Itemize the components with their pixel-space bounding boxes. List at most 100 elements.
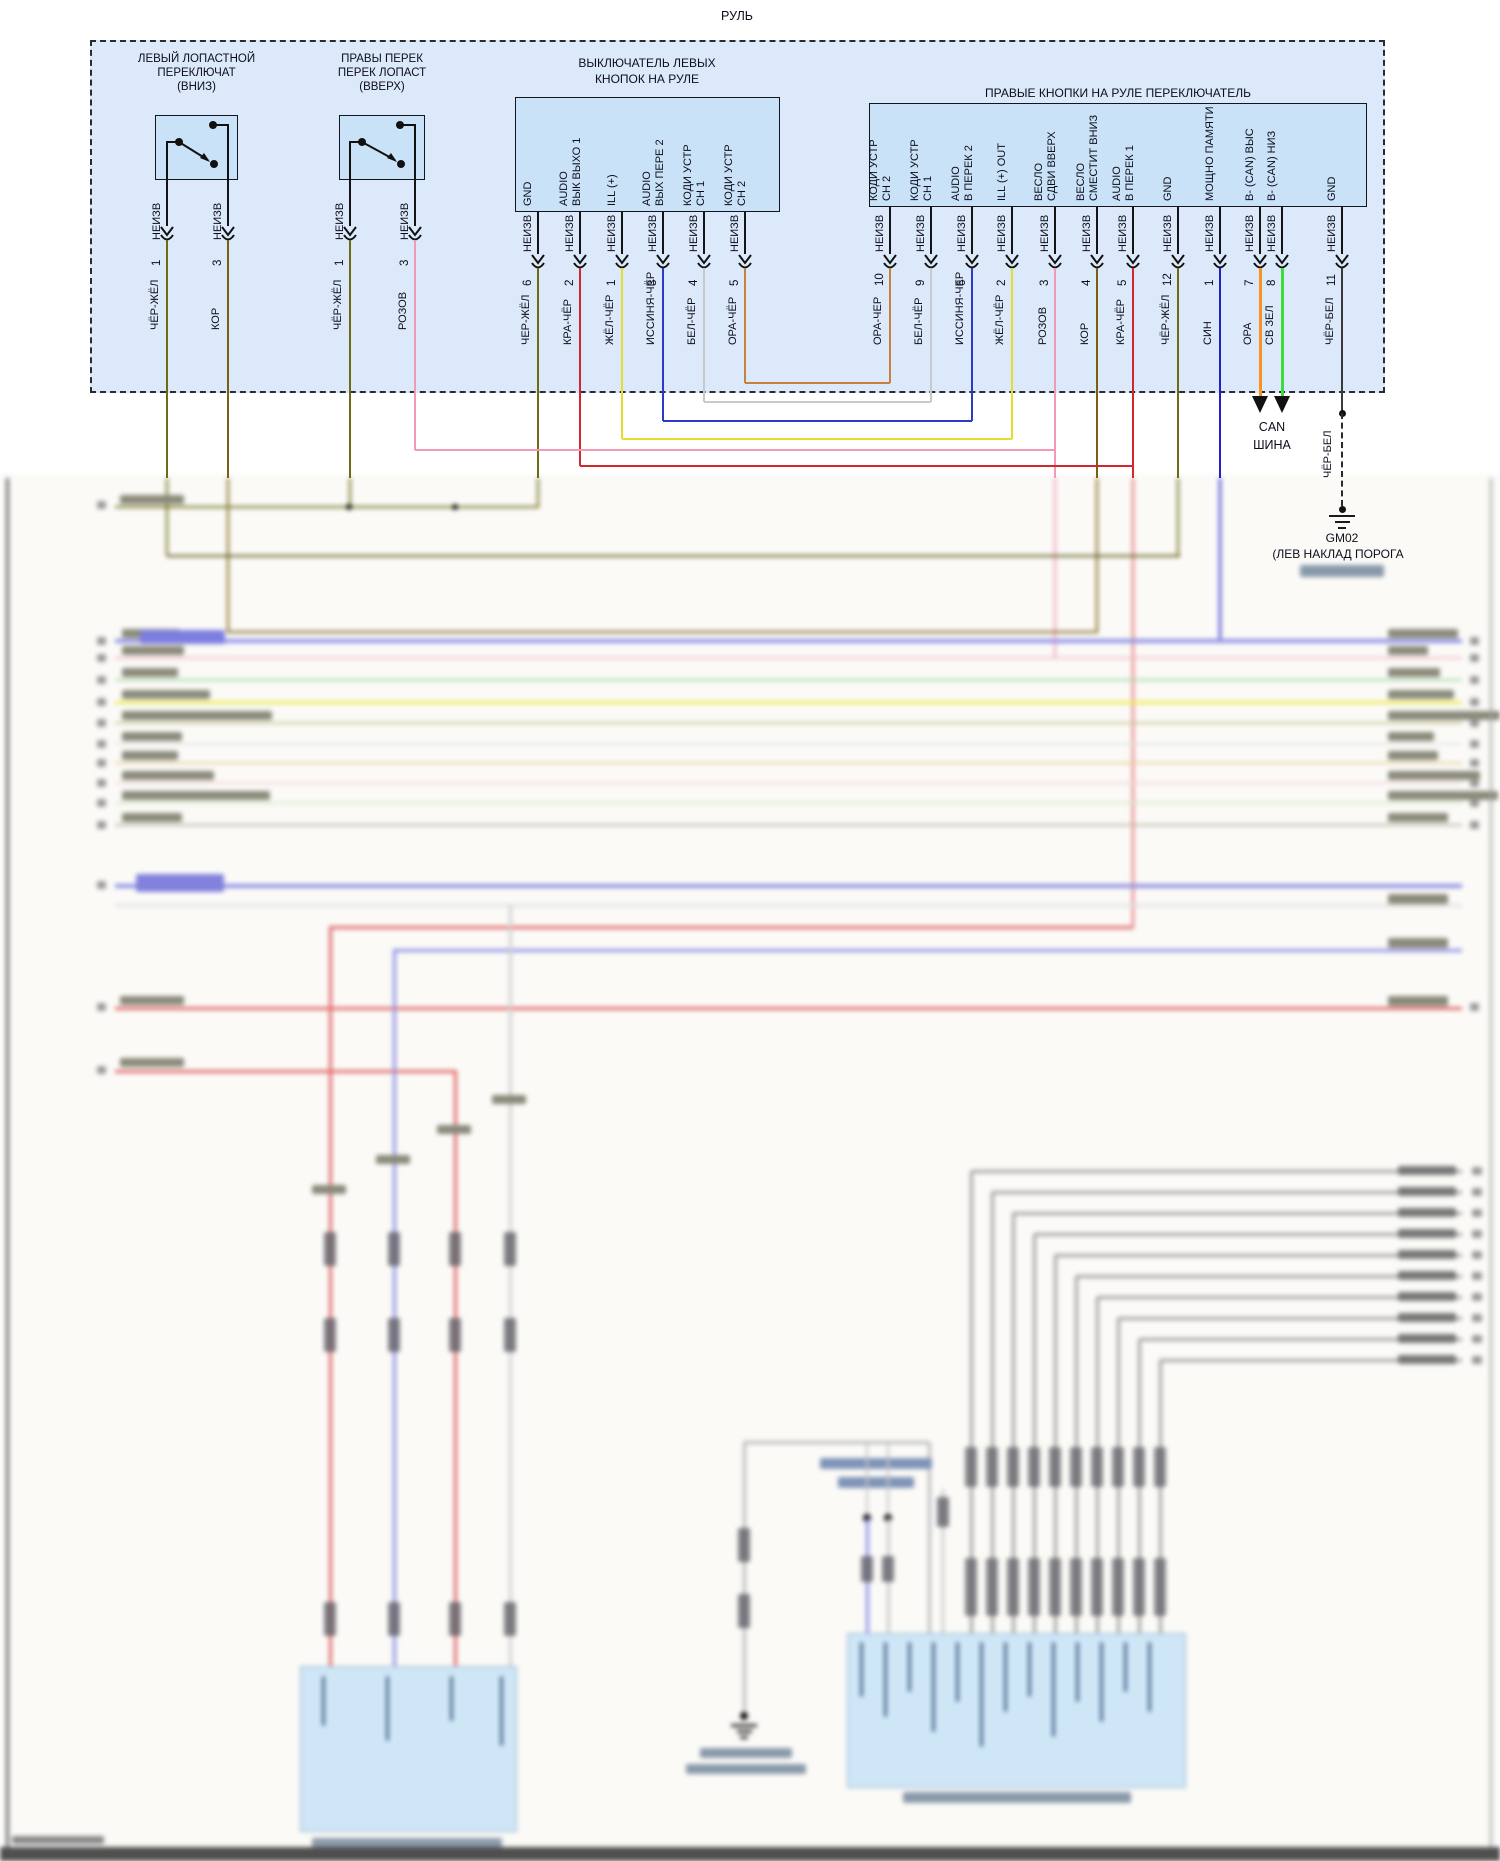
pin-function-label: ILL (+) OUT	[996, 143, 1008, 201]
wire-segment	[348, 478, 352, 508]
pin-wire-colored	[165, 240, 169, 478]
pin-status-label: НЕИЗВ	[915, 214, 927, 252]
harness-bundle-wire	[990, 1192, 994, 1633]
ground-symbol-bar	[736, 1730, 752, 1733]
pin-wire-colored	[413, 240, 417, 450]
harness-bundle-wire	[1055, 1253, 1462, 1257]
pin-function-label: В- (CAN) НИЗ	[1266, 130, 1278, 201]
wire-color-label: РОЗОВ	[397, 291, 409, 330]
blurred-label	[97, 676, 106, 684]
blurred-label	[820, 1458, 932, 1469]
blurred-vertical-text	[322, 1676, 325, 1726]
harness-bundle-wire	[969, 1171, 973, 1633]
harness-bundle-wire	[1097, 1295, 1462, 1299]
pin-number-label: 3	[212, 259, 224, 266]
blurred-label	[492, 1095, 526, 1104]
pin-function-label: AUDIO В ПЕРЕК 2	[950, 145, 975, 201]
paddle-switch-title: ПЕРЕКЛЮЧАТ	[157, 67, 236, 79]
blurred-label	[97, 779, 106, 787]
blurred-label	[1300, 565, 1384, 577]
inline-connector-stub	[449, 1318, 461, 1352]
blurred-vertical-text	[932, 1642, 935, 1732]
inline-connector-stub	[1154, 1558, 1166, 1616]
pin-stub-wire	[971, 207, 974, 254]
bus-line	[115, 884, 1462, 888]
wire-color-label: ИССИНЯ-ЧЁР	[645, 271, 657, 345]
blurred-label	[122, 813, 182, 822]
switch-contact-symbol	[349, 121, 416, 180]
bus-line	[115, 721, 1462, 725]
harness-bundle-wire	[1139, 1337, 1462, 1341]
inline-connector-stub	[324, 1318, 336, 1352]
ground-symbol-bar	[740, 1736, 748, 1739]
pin-wire-colored	[1280, 268, 1284, 396]
inline-connector-stub	[1049, 1558, 1061, 1616]
pin-status-label: НЕИЗВ	[1081, 214, 1093, 252]
blurred-caption	[903, 1792, 1131, 1803]
blurred-vertical-text	[956, 1642, 959, 1702]
connector-pin-glyph	[1171, 254, 1185, 269]
pin-status-label: НЕИЗВ	[956, 214, 968, 252]
branch-wire	[328, 926, 332, 1666]
switch-contact-symbol	[166, 121, 229, 180]
blurred-label	[120, 495, 184, 504]
u-turn-link-wire	[745, 381, 890, 385]
wire-segment	[1053, 478, 1057, 659]
button-connector-box	[515, 97, 780, 212]
page-background-lower	[0, 474, 1500, 1861]
inline-connector-stub	[449, 1232, 461, 1266]
pin-function-label: ILL (+)	[606, 174, 618, 206]
wire-color-label: ЧЁР-ЖЁЛ	[149, 279, 161, 330]
ground-symbol-bar	[1338, 527, 1346, 530]
pin-function-label: GND	[1162, 176, 1174, 201]
button-connector-box	[869, 103, 1367, 207]
pin-stub-wire	[703, 212, 706, 254]
connector-pin-glyph	[697, 254, 711, 269]
connector-pin-glyph	[531, 254, 545, 269]
blurred-label	[1472, 1335, 1482, 1343]
bus-line	[115, 742, 1462, 746]
right-edge-stub	[1398, 1208, 1456, 1217]
wire-color-label: КРА-ЧЁР	[1115, 298, 1127, 345]
connector-pin-glyph	[573, 254, 587, 269]
blurred-label	[122, 646, 184, 655]
blurred-label	[882, 1556, 894, 1582]
wire-segment	[165, 478, 169, 556]
pin-number-label: 8	[1266, 279, 1278, 286]
pin-stub-wire	[1054, 207, 1057, 254]
blurred-label	[97, 654, 106, 662]
connector-pin-glyph	[1275, 254, 1289, 269]
blurred-label	[437, 1125, 471, 1134]
bus-line	[115, 1070, 455, 1073]
pin-wire-colored	[1053, 268, 1057, 478]
wire-segment	[866, 1442, 868, 1518]
pin-stub-wire	[1219, 207, 1222, 254]
u-turn-link-wire	[704, 400, 931, 404]
pin-function-label: GND	[522, 181, 534, 206]
pin-status-label: НЕИЗВ	[1266, 214, 1278, 252]
pin-wire-colored	[1131, 268, 1135, 478]
bus-line	[167, 555, 1180, 557]
bottom-bar	[0, 1847, 1500, 1861]
inline-connector-stub	[1028, 1558, 1040, 1616]
bus-line	[115, 823, 1462, 827]
blurred-label	[1388, 996, 1448, 1006]
right-edge-stub	[1398, 1250, 1456, 1259]
blurred-label	[1470, 740, 1479, 748]
inline-connector-stub	[965, 1558, 977, 1616]
blurred-label	[1470, 637, 1479, 645]
component-box-lower-right	[847, 1633, 1186, 1788]
pin-stub-wire	[414, 180, 417, 226]
pin-function-label: GND	[1326, 176, 1338, 201]
wire-segment	[1176, 478, 1180, 557]
inline-connector-stub	[986, 1447, 998, 1487]
right-edge-stub	[1398, 1313, 1456, 1322]
blurred-caption	[312, 1838, 502, 1848]
pin-stub-wire	[889, 207, 892, 254]
bus-line	[115, 781, 1462, 785]
can-bus-arrow	[1274, 396, 1290, 413]
blurred-label	[1472, 1167, 1482, 1175]
inline-connector-stub	[1091, 1447, 1103, 1487]
wire-color-label: ОРА-ЧЁР	[727, 296, 739, 345]
